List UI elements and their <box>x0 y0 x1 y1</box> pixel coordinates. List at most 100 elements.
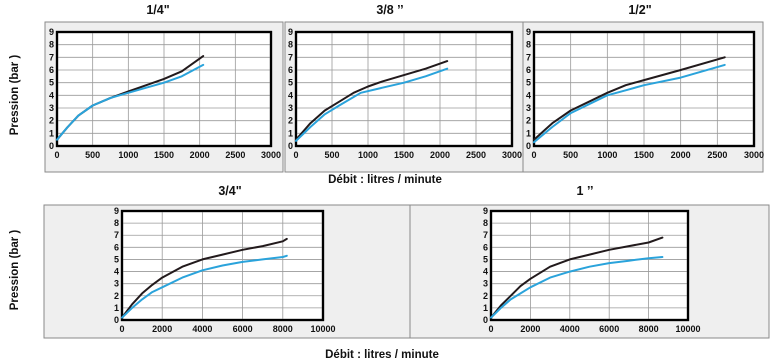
chart-4-series-dark-line <box>121 237 288 319</box>
chart-3-series-blue-line <box>533 63 726 144</box>
chart-2-y-tick-2: 2 <box>288 116 293 126</box>
chart-2-title: 3/8 ’’ <box>376 3 403 17</box>
chart-2-series-dark-line <box>295 60 449 141</box>
chart-3-y-tick-4: 4 <box>526 90 531 100</box>
chart-1-x-tick-500: 500 <box>85 150 100 160</box>
chart-1-x-tick-1000: 1000 <box>118 150 138 160</box>
chart-2-series-blue-line <box>295 67 449 142</box>
chart-1-y-tick-4: 4 <box>49 90 54 100</box>
chart-3-x-tick-2000: 2000 <box>671 150 691 160</box>
chart-5-series-dark-line <box>490 236 664 319</box>
chart-5-x-tick-10000: 10000 <box>675 324 700 334</box>
chart-5-x-tick-4000: 4000 <box>560 324 580 334</box>
chart-4-y-tick-5: 5 <box>114 254 119 264</box>
chart-1-y-tick-8: 8 <box>49 40 54 50</box>
chart-1-x-tick-3000: 3000 <box>261 150 281 160</box>
chart-1-x-tick-2500: 2500 <box>225 150 245 160</box>
chart-4-x-tick-6000: 6000 <box>233 324 253 334</box>
chart-5-y-tick-7: 7 <box>483 230 488 240</box>
chart-4-x-tick-0: 0 <box>119 324 124 334</box>
chart-5-frame <box>489 209 690 322</box>
chart-4-y-tick-0: 0 <box>114 315 119 325</box>
chart-5-series-blue-line <box>490 256 664 319</box>
chart-4-y-tick-1: 1 <box>114 303 119 313</box>
chart-5-y-tick-2: 2 <box>483 291 488 301</box>
chart-2-x-tick-2500: 2500 <box>466 150 486 160</box>
chart-2-frame <box>294 30 514 148</box>
chart-3-y-tick-2: 2 <box>526 116 531 126</box>
chart-2-x-tick-500: 500 <box>324 150 339 160</box>
chart-1-y-tick-5: 5 <box>49 78 54 88</box>
chart-1-x-tick-0: 0 <box>54 150 59 160</box>
top-row-x-axis-label: Débit : litres / minute <box>328 174 442 186</box>
chart-5-y-tick-8: 8 <box>483 218 488 228</box>
chart-3-y-tick-6: 6 <box>526 65 531 75</box>
chart-4-title: 3/4" <box>218 184 241 198</box>
chart-3-y-tick-5: 5 <box>526 78 531 88</box>
chart-5-y-tick-1: 1 <box>483 303 488 313</box>
chart-4-frame <box>120 209 325 322</box>
chart-2-y-tick-4: 4 <box>288 90 293 100</box>
chart-2-y-tick-3: 3 <box>288 103 293 113</box>
chart-3-frame <box>532 30 756 148</box>
chart-1-y-tick-9: 9 <box>49 27 54 37</box>
chart-2: 0 1 2 3 4 5 6 7 8 9 0 500 1000 1500 2000 2500 3000 3/8 ’’ <box>284 3 524 173</box>
chart-1-frame <box>55 30 273 148</box>
chart-3-y-tick-9: 9 <box>526 27 531 37</box>
chart-1-y-tick-7: 7 <box>49 52 54 62</box>
chart-4-y-tick-8: 8 <box>114 218 119 228</box>
chart-1-title: 1/4" <box>146 3 169 17</box>
chart-3-y-tick-0: 0 <box>526 141 531 151</box>
bottom-row-x-axis-label: Débit : litres / minute <box>325 349 439 361</box>
chart-2-y-tick-7: 7 <box>288 52 293 62</box>
chart-5-plot-area <box>489 209 690 322</box>
chart-2-x-tick-3000: 3000 <box>502 150 522 160</box>
bottom-row-y-axis-label: Pression (bar ) <box>9 230 21 311</box>
chart-4-x-tick-8000: 8000 <box>273 324 293 334</box>
chart-1-y-tick-6: 6 <box>49 65 54 75</box>
chart-3-y-tick-7: 7 <box>526 52 531 62</box>
chart-2-y-tick-6: 6 <box>288 65 293 75</box>
chart-5-y-tick-4: 4 <box>483 267 488 277</box>
chart-4-y-tick-4: 4 <box>114 267 119 277</box>
chart-3-x-tick-0: 0 <box>531 150 536 160</box>
chart-1-y-tick-0: 0 <box>49 141 54 151</box>
chart-2-x-tick-2000: 2000 <box>430 150 450 160</box>
chart-5-y-tick-9: 9 <box>483 206 488 216</box>
chart-1-x-tick-1500: 1500 <box>154 150 174 160</box>
chart-1-y-tick-3: 3 <box>49 103 54 113</box>
chart-3-y-tick-3: 3 <box>526 103 531 113</box>
chart-2-x-tick-1500: 1500 <box>394 150 414 160</box>
chart-4-x-tick-2000: 2000 <box>152 324 172 334</box>
chart-5-y-tick-6: 6 <box>483 242 488 252</box>
chart-4-series-blue-line <box>121 254 288 319</box>
chart-3-x-tick-3000: 3000 <box>744 150 764 160</box>
chart-5-x-tick-0: 0 <box>488 324 493 334</box>
chart-1-x-tick-2000: 2000 <box>190 150 210 160</box>
chart-2-y-tick-0: 0 <box>288 141 293 151</box>
chart-3-series-dark-line <box>533 56 726 141</box>
chart-5-x-tick-6000: 6000 <box>599 324 619 334</box>
chart-5-y-tick-3: 3 <box>483 279 488 289</box>
chart-3-x-tick-1000: 1000 <box>597 150 617 160</box>
chart-2-y-tick-5: 5 <box>288 78 293 88</box>
chart-4-y-tick-9: 9 <box>114 206 119 216</box>
chart-4-x-tick-4000: 4000 <box>192 324 212 334</box>
chart-3: 0 1 2 3 4 5 6 7 8 9 0 500 1000 1500 2000 2500 3000 1/2" <box>522 3 764 173</box>
chart-5: 0 1 2 3 4 5 6 7 8 9 0 2000 4000 6000 8000 10000 1 ’’ <box>409 184 770 339</box>
top-row-y-axis-label: Pression (bar ) <box>9 55 21 136</box>
chart-5-title: 1 ’’ <box>577 184 594 198</box>
chart-5-x-tick-2000: 2000 <box>520 324 540 334</box>
chart-1-series-blue-line <box>56 63 205 141</box>
chart-3-y-tick-8: 8 <box>526 40 531 50</box>
chart-3-title: 1/2" <box>628 3 651 17</box>
chart-1-y-tick-2: 2 <box>49 116 54 126</box>
chart-4-y-tick-3: 3 <box>114 279 119 289</box>
chart-4-y-tick-2: 2 <box>114 291 119 301</box>
chart-4: 0 1 2 3 4 5 6 7 8 9 0 2000 4000 6000 8000 10000 3/4" <box>43 184 411 339</box>
chart-2-x-tick-1000: 1000 <box>358 150 378 160</box>
chart-2-y-tick-1: 1 <box>288 128 293 138</box>
chart-3-y-tick-1: 1 <box>526 128 531 138</box>
chart-5-x-tick-8000: 8000 <box>639 324 659 334</box>
chart-2-y-tick-9: 9 <box>288 27 293 37</box>
